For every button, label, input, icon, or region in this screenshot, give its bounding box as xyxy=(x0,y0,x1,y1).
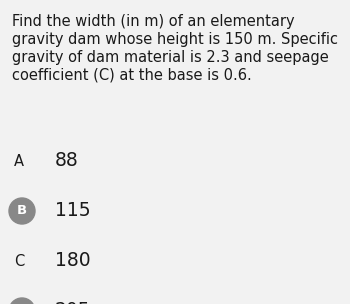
Circle shape xyxy=(9,198,35,224)
Text: C: C xyxy=(14,254,24,268)
Text: A: A xyxy=(14,154,24,168)
Text: gravity dam whose height is 150 m. Specific: gravity dam whose height is 150 m. Speci… xyxy=(12,32,338,47)
Text: 115: 115 xyxy=(55,202,91,220)
Text: 88: 88 xyxy=(55,151,79,171)
Text: 180: 180 xyxy=(55,251,91,271)
Text: Find the width (in m) of an elementary: Find the width (in m) of an elementary xyxy=(12,14,295,29)
Text: coefficient (C) at the base is 0.6.: coefficient (C) at the base is 0.6. xyxy=(12,68,252,83)
Text: gravity of dam material is 2.3 and seepage: gravity of dam material is 2.3 and seepa… xyxy=(12,50,329,65)
Text: B: B xyxy=(17,205,27,217)
Circle shape xyxy=(9,298,35,304)
Text: 205: 205 xyxy=(55,302,91,304)
